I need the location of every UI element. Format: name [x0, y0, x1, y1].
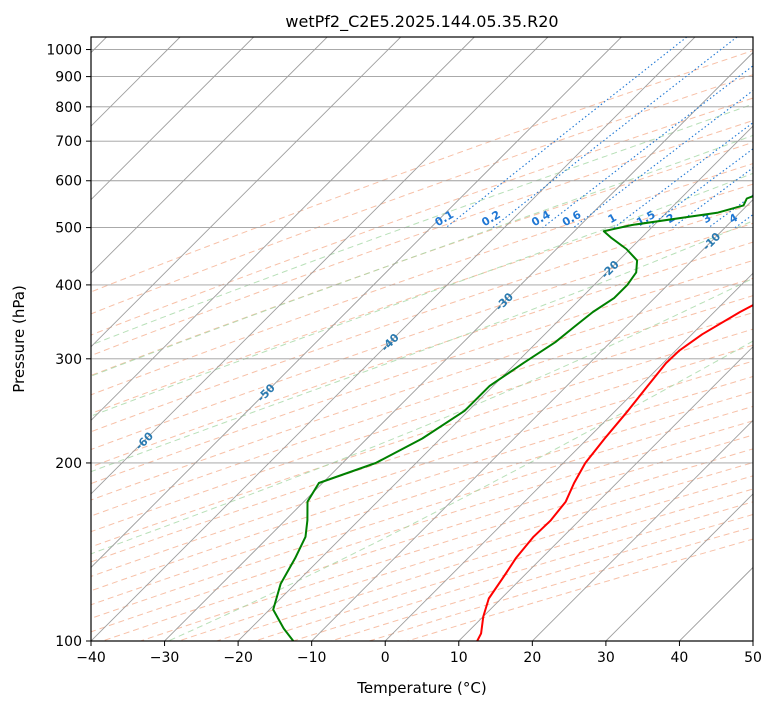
y-tick-label: 800	[55, 100, 82, 116]
y-tick-label: 200	[55, 456, 82, 472]
x-tick-label: 40	[671, 650, 689, 666]
x-tick-label: −20	[223, 650, 253, 666]
x-axis: −40 −30 −20 −10 0 10 20 30 40 50	[76, 641, 762, 666]
moist-adiabat	[91, 103, 753, 346]
isotherm-line	[91, 37, 696, 641]
isotherm-line	[91, 37, 402, 348]
isotherm-line	[164, 51, 753, 641]
x-axis-title: Temperature (°C)	[356, 679, 486, 697]
dry-adiabat	[91, 241, 753, 468]
dry-adiabat	[91, 49, 753, 293]
chart-title: wetPf2_C2E5.2025.144.05.35.R20	[285, 12, 558, 32]
x-tick-label: −10	[297, 650, 327, 666]
x-tick-label: −30	[150, 650, 180, 666]
dry-adiabat	[91, 375, 753, 592]
isotherm-line	[532, 419, 753, 641]
y-tick-label: 300	[55, 352, 82, 368]
y-tick-label: 400	[55, 278, 82, 294]
dry-adiabat	[91, 163, 753, 396]
dry-adiabat	[91, 141, 753, 377]
x-tick-label: 10	[450, 650, 468, 666]
moist-adiabat	[91, 134, 753, 377]
isotherm-line	[384, 272, 753, 641]
y-tick-label: 600	[55, 174, 82, 190]
y-axis: 1000 900 800 700 600 500 400 300 200 100	[46, 43, 91, 650]
y-axis-title: Pressure (hPa)	[10, 285, 28, 393]
isotherm-line	[91, 37, 549, 495]
isotherm-line	[311, 199, 753, 641]
moist-adiabat	[91, 220, 753, 473]
y-tick-label: 100	[55, 634, 82, 650]
y-tick-label: 900	[55, 70, 82, 86]
x-tick-label: 0	[381, 650, 390, 666]
dry-adiabat	[91, 222, 753, 451]
y-tick-label: 1000	[46, 43, 82, 59]
dry-adiabat	[91, 360, 753, 577]
x-tick-label: 50	[744, 650, 762, 666]
dry-adiabat	[91, 74, 753, 315]
moist-adiabat	[168, 340, 753, 641]
moist-adiabat	[91, 277, 753, 555]
isotherm-line	[91, 37, 254, 201]
plot-frame	[90, 36, 754, 642]
x-tick-label: 20	[523, 650, 541, 666]
isotherm-line	[458, 346, 753, 641]
temperature-trace	[476, 304, 753, 641]
mixing-ratio-line	[672, 167, 753, 229]
x-tick-label: 30	[597, 650, 615, 666]
dewpoint-trace	[272, 195, 753, 641]
dry-adiabat	[91, 277, 753, 501]
y-tick-label: 500	[55, 221, 82, 237]
dry-adiabat	[91, 328, 753, 548]
isotherm-line	[91, 37, 622, 569]
dry-adiabat	[91, 295, 753, 517]
isotherm-line	[91, 37, 328, 274]
isotherm-line	[605, 493, 753, 641]
x-tick-label: −40	[76, 650, 106, 666]
mixing-ratio-line	[573, 89, 753, 229]
y-tick-label: 700	[55, 134, 82, 150]
isotherm-line	[237, 125, 753, 641]
dry-adiabat	[91, 183, 753, 415]
isotherm-line	[91, 37, 475, 421]
plot-area: 0.10.20.40.611.52346810131620253036-100-…	[91, 37, 753, 641]
mixing-ratio-line	[542, 65, 753, 229]
